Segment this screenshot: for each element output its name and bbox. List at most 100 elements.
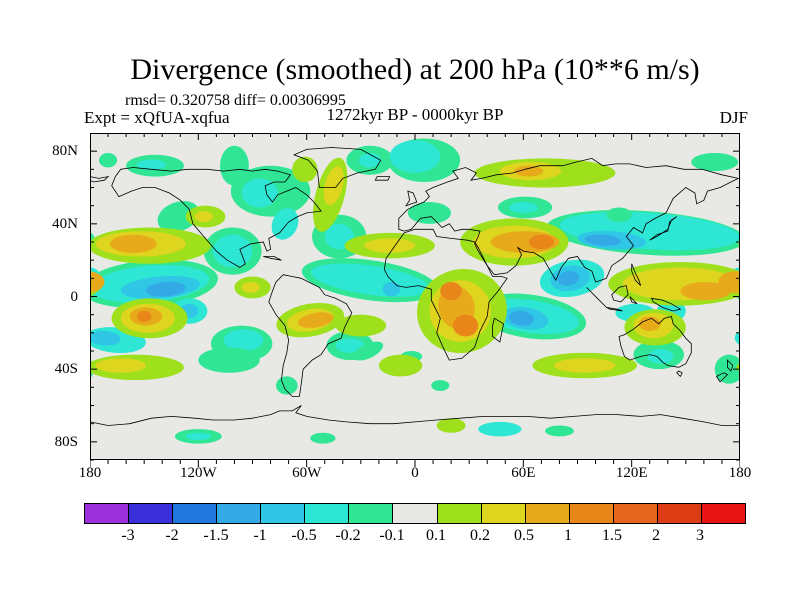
world-contour-map	[0, 132, 800, 467]
anomaly-region	[109, 234, 157, 253]
map-plot-area	[0, 132, 800, 473]
anomaly-region	[584, 234, 621, 246]
anomaly-region	[436, 418, 466, 433]
x-axis-tick-label: 120E	[615, 465, 648, 481]
north-america-coastline	[111, 167, 322, 268]
map-frame	[90, 133, 740, 460]
page-title: Divergence (smoothed) at 200 hPa (10**6 …	[130, 53, 700, 86]
anomaly-region	[323, 166, 344, 206]
anomaly-region	[198, 347, 260, 373]
anomaly-region	[557, 270, 580, 286]
anomaly-region	[88, 330, 121, 346]
anomaly-region	[335, 314, 387, 337]
colorbar-segment	[172, 504, 217, 523]
british-isles-coastline	[405, 190, 418, 207]
stats-line: rmsd= 0.320758 diff= 0.00306995	[125, 92, 346, 109]
anomaly-region	[275, 376, 298, 395]
anomaly-region	[478, 421, 522, 437]
colorbar-segment	[85, 504, 129, 523]
colorbar-segment	[392, 504, 437, 523]
x-axis-tick-label: 120W	[179, 465, 217, 481]
colorbar-segment	[260, 504, 305, 523]
sumatra-coastline	[586, 287, 607, 308]
anomaly-region	[638, 316, 661, 332]
colorbar-tick-label: 0.1	[426, 527, 446, 544]
new-guinea-coastline	[650, 297, 682, 312]
colorbar-segment	[524, 504, 569, 523]
colorbar-tick-label: -0.1	[379, 527, 405, 544]
anomaly-region	[212, 234, 253, 268]
new-zealand-north-coastline	[727, 359, 734, 372]
anomaly-region	[382, 281, 401, 297]
iceland-coastline	[374, 176, 391, 181]
anomaly-region	[136, 159, 166, 171]
colorbar-segment	[128, 504, 173, 523]
colorbar-tick-label: -3	[121, 527, 135, 544]
colorbar-segment	[656, 504, 701, 523]
madagascar-coastline	[492, 317, 504, 343]
anomaly-region	[99, 152, 118, 168]
experiment-label: Expt = xQfUA-xqfua	[84, 108, 230, 127]
anomaly-region	[407, 202, 452, 224]
anomaly-region	[554, 358, 616, 373]
new-zealand-south-coastline	[715, 372, 729, 383]
anomaly-region	[241, 178, 278, 208]
anomaly-region	[378, 354, 423, 377]
colorbar-tick-label: 1.5	[602, 527, 622, 544]
colorbar-tick-label: 0.2	[470, 527, 490, 544]
anomaly-region	[95, 358, 146, 373]
sulawesi-coastline	[629, 296, 638, 305]
x-axis-tick-label: 180	[78, 465, 102, 481]
anomaly-region	[514, 165, 544, 177]
anomaly-region	[146, 281, 186, 297]
anomaly-region	[185, 432, 211, 441]
anomaly-region	[452, 314, 479, 337]
period-label: 1272kyr BP - 0000kyr BP	[326, 105, 504, 124]
colorbar-tick-label: -0.2	[335, 527, 361, 544]
y-axis-tick-label: 40S	[54, 361, 78, 378]
x-axis-tick-label: 180	[728, 465, 752, 481]
greenland-coastline	[292, 147, 382, 188]
tasmania-coastline	[676, 370, 683, 378]
colorbar-segment	[304, 504, 349, 523]
y-axis-tick-label: 0	[70, 288, 79, 305]
anomaly-region	[440, 281, 462, 301]
anomaly-region	[335, 338, 365, 353]
anomaly-region	[431, 380, 450, 391]
anomaly-region	[136, 311, 152, 322]
colorbar-tick-label: -2	[165, 527, 179, 544]
y-axis-tick-label: 40N	[52, 215, 78, 232]
anomaly-region	[389, 140, 441, 173]
africa-coastline	[383, 228, 508, 361]
eurasia-coastline	[398, 157, 740, 283]
australia-coastline	[618, 316, 692, 368]
y-axis-tick-label: 80S	[54, 433, 78, 450]
x-axis-tick-label: 60E	[511, 465, 536, 481]
colorbar-tick-label: -1	[253, 527, 267, 544]
java-coastline	[606, 307, 623, 312]
colorbar-segment	[612, 504, 657, 523]
colorbar-tick-label: -1.5	[203, 527, 229, 544]
x-axis-tick-label: 0	[411, 465, 419, 481]
anomaly-region	[359, 152, 381, 168]
anomaly-region	[528, 234, 555, 250]
colorbar-tick-label: 1	[564, 527, 572, 544]
colorbar-segment	[216, 504, 261, 523]
colorbar	[84, 503, 746, 524]
season-label: DJF	[719, 108, 748, 127]
anomaly-region	[647, 349, 674, 364]
anomaly-region	[364, 238, 415, 253]
anomaly-region	[292, 156, 318, 183]
south-america-coastline	[268, 274, 353, 397]
colorbar-segment	[480, 504, 525, 523]
anomaly-region	[194, 211, 213, 223]
colorbar-tick-label: -0.5	[291, 527, 317, 544]
anomaly-region	[680, 281, 731, 301]
anomaly-region	[241, 281, 260, 293]
colorbar-tick-label: 0.5	[514, 527, 534, 544]
x-axis-tick-label: 60W	[292, 465, 322, 481]
anomaly-region	[310, 432, 336, 444]
anomaly-region	[508, 202, 538, 213]
cuba-coastline	[263, 256, 282, 261]
